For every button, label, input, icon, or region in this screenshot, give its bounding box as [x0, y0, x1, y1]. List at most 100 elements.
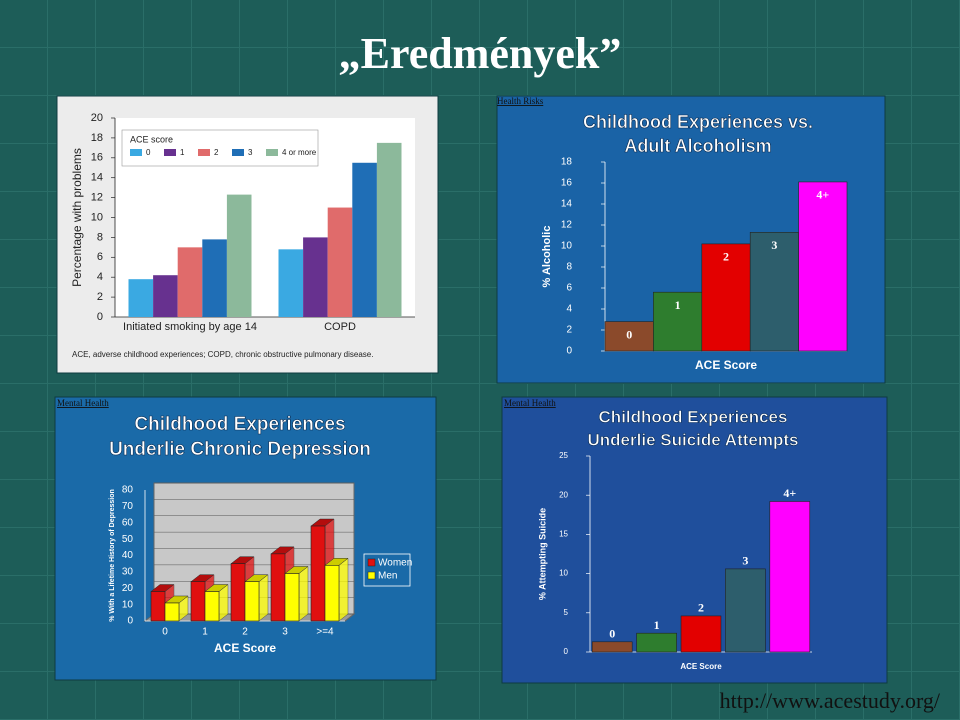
chart-title: Childhood Experiences vs. [583, 112, 813, 132]
x-tick-label: Initiated smoking by age 14 [123, 321, 257, 333]
y-axis-label: % With a Lifetime History of Depression [109, 489, 116, 622]
y-tick-label: 0 [566, 346, 572, 357]
y-axis-label: % Attempting Suicide [537, 508, 547, 600]
legend-label: 2 [214, 148, 219, 157]
bar [303, 237, 328, 317]
bar-side [258, 574, 269, 622]
bar [153, 275, 178, 317]
y-tick-label: 30 [122, 567, 134, 578]
y-tick-label: 0 [127, 616, 133, 627]
bar [190, 581, 206, 622]
legend-swatch [232, 149, 244, 156]
bar [352, 162, 377, 317]
bar [164, 602, 180, 622]
y-tick-label: 12 [91, 192, 103, 204]
bar [376, 142, 402, 317]
bar-label: 2 [698, 601, 704, 615]
legend-label: Men [378, 571, 397, 582]
bar [327, 207, 353, 317]
bar [128, 279, 154, 317]
bar [798, 181, 848, 352]
bar-side [298, 566, 309, 622]
y-tick-label: 20 [122, 583, 134, 594]
bar [636, 632, 677, 653]
bar [680, 615, 722, 653]
bar [244, 581, 260, 622]
y-tick-label: 4 [566, 304, 572, 315]
y-tick-label: 4 [97, 271, 103, 283]
bar [324, 565, 340, 622]
y-tick-label: 50 [122, 534, 134, 545]
y-tick-label: 10 [559, 569, 568, 578]
legend-swatch [367, 571, 376, 580]
legend-swatch [266, 149, 278, 156]
x-tick-label: 0 [162, 627, 168, 638]
legend-swatch [164, 149, 176, 156]
chart-title: Childhood Experiences [134, 414, 345, 435]
chart-title: Childhood Experiences [599, 407, 788, 426]
y-tick-label: 16 [561, 178, 573, 189]
y-tick-label: 70 [122, 501, 134, 512]
y-tick-label: 15 [559, 530, 568, 539]
bar [177, 247, 203, 317]
bar [270, 553, 286, 622]
bar [204, 591, 220, 622]
slide-title: „Eredmények” [339, 29, 622, 78]
x-tick-label: COPD [324, 321, 356, 333]
y-tick-label: 14 [561, 199, 573, 210]
x-axis-label: ACE Score [695, 358, 757, 372]
bar-label: 2 [723, 250, 729, 264]
footnote: ACE, adverse childhood experiences; COPD… [72, 350, 373, 359]
bar [725, 568, 766, 653]
y-tick-label: 14 [91, 172, 103, 184]
bar-label: 4+ [816, 188, 829, 202]
bar-side [338, 557, 349, 622]
chart-title: Adult Alcoholism [624, 136, 771, 156]
chart-title: Underlie Chronic Depression [109, 439, 371, 460]
y-tick-label: 18 [91, 132, 103, 144]
y-tick-label: 12 [561, 220, 573, 231]
y-tick-label: 10 [91, 211, 103, 223]
section-label: Mental Health [504, 398, 556, 408]
bar [749, 232, 799, 352]
y-tick-label: 5 [564, 608, 569, 617]
bar [230, 563, 246, 622]
legend-label: 4 or more [282, 148, 317, 157]
legend-label: Women [378, 558, 412, 569]
x-axis-label: ACE Score [214, 641, 276, 655]
y-tick-label: 6 [566, 283, 572, 294]
bar [150, 591, 166, 622]
y-tick-label: 40 [122, 550, 134, 561]
bar [591, 641, 633, 653]
legend-swatch [367, 558, 376, 567]
y-tick-label: 80 [122, 485, 134, 496]
bar-label: 4+ [783, 486, 796, 500]
y-tick-label: 2 [97, 291, 103, 303]
bar-label: 0 [626, 327, 632, 341]
y-tick-label: 25 [559, 451, 568, 460]
y-tick-label: 10 [561, 241, 573, 252]
legend-title: ACE score [130, 134, 173, 144]
y-tick-label: 2 [566, 325, 572, 336]
legend-swatch [130, 149, 142, 156]
section-label: Health Risks [497, 96, 544, 106]
bar-label: 1 [675, 298, 681, 312]
y-axis-label: Percentage with problems [70, 148, 84, 287]
chart-title: Underlie Suicide Attempts [588, 430, 799, 449]
y-tick-label: 10 [122, 599, 134, 610]
x-tick-label: 1 [202, 627, 208, 638]
y-tick-label: 0 [564, 647, 569, 656]
x-tick-label: 3 [282, 627, 288, 638]
legend-label: 3 [248, 148, 253, 157]
x-tick-label: 2 [242, 627, 248, 638]
source-url: http://www.acestudy.org/ [720, 688, 941, 713]
y-tick-label: 20 [91, 112, 103, 124]
bar [653, 291, 703, 352]
bar-label: 3 [742, 554, 748, 568]
bar-label: 0 [609, 627, 615, 641]
x-tick-label: >=4 [316, 627, 334, 638]
y-tick-label: 0 [97, 311, 103, 323]
legend-box [121, 129, 319, 167]
